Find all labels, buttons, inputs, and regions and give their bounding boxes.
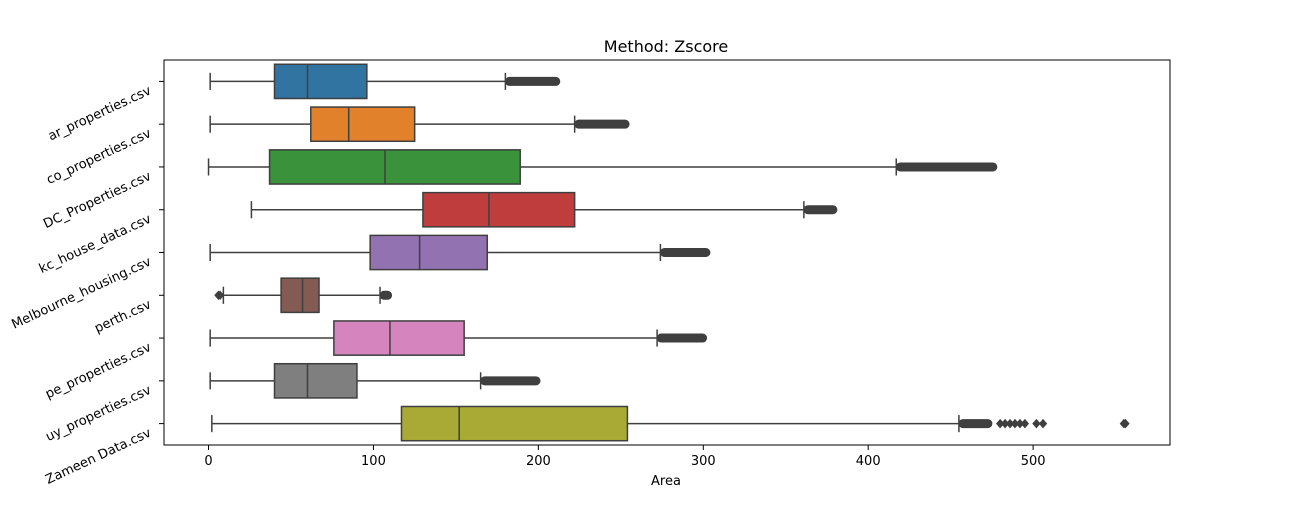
x-tick-label: 300 [691,454,716,469]
box-group [209,234,711,271]
outlier-point [215,290,225,301]
box-group [209,362,541,399]
outlier-cluster [958,419,993,429]
x-tick-label: 500 [1021,454,1046,469]
outlier-cluster [659,248,711,257]
outlier-cluster [379,290,393,300]
outlier-point [1020,418,1030,429]
iqr-box [310,106,416,143]
x-axis: 0 100 200 300 400 500 [204,445,1046,469]
outlier-cluster [656,333,708,343]
x-tick-label: 400 [856,454,881,469]
box-group [214,277,393,314]
chart-title: Method: Zscore [604,37,728,56]
y-tick-label: perth.csv [92,297,154,336]
iqr-box [369,234,488,271]
outlier-point [1038,418,1048,429]
box-group [250,191,838,228]
outlier-point [1121,418,1130,429]
y-axis: ar_properties.csvco_properties.csvDC_Pro… [9,80,164,488]
box-group [207,149,998,185]
plot-area [207,63,1130,442]
x-tick-label: 200 [526,454,551,469]
box-group [209,63,561,100]
x-axis-label: Area [651,474,681,489]
outlier-cluster [574,119,630,129]
iqr-box [273,362,358,399]
outlier-cluster [504,76,561,86]
iqr-box [422,191,576,228]
outlier-point [1032,418,1041,429]
outlier-cluster [803,205,838,215]
outlier-cluster [480,376,541,386]
iqr-box [268,149,521,185]
iqr-box [400,405,629,442]
iqr-box [273,63,368,100]
outlier-cluster [895,162,998,172]
iqr-box [333,320,465,356]
iqr-box [280,277,320,314]
x-tick-label: 0 [204,454,212,469]
box-group [211,405,1130,442]
box-group [209,106,630,143]
box-group [209,320,708,356]
x-tick-label: 100 [361,454,386,469]
